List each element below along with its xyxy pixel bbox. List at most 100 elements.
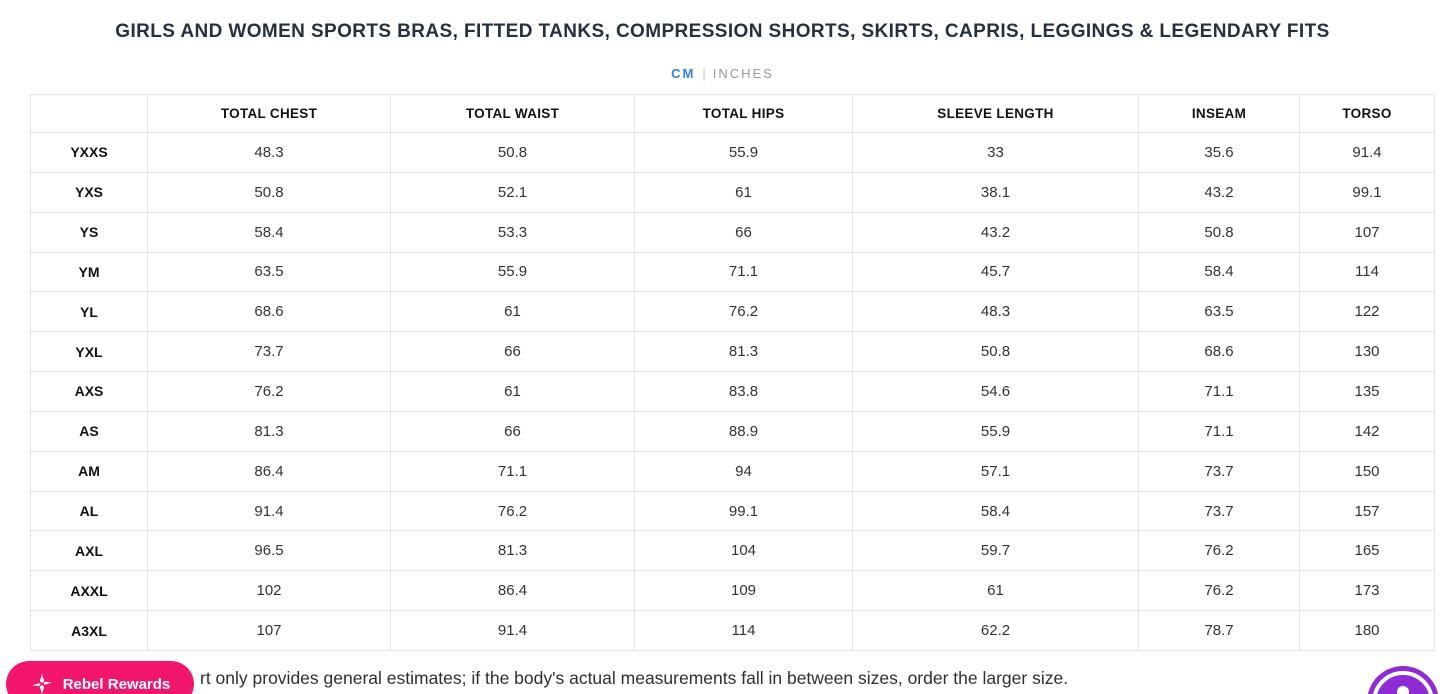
measurement-cell: 83.8 (634, 371, 853, 412)
measurement-cell: 150 (1299, 450, 1435, 492)
measurement-cell: 71.1 (390, 450, 635, 492)
measurement-cell: 54.6 (852, 371, 1139, 412)
measurement-cell: 73.7 (1138, 450, 1300, 492)
measurement-cell: 63.5 (147, 251, 391, 293)
table-row: AS 81.3 66 88.9 55.9 71.1 142 (30, 410, 1435, 452)
unit-cm-button[interactable]: CM (671, 66, 696, 81)
size-chart-note: rt only provides general estimates; if t… (200, 668, 1069, 688)
measurement-cell: 94 (634, 450, 853, 492)
measurement-cell: 57.1 (852, 450, 1139, 492)
measurement-cell: 91.4 (390, 610, 635, 651)
accessibility-widget-button[interactable] (1366, 665, 1440, 694)
unit-toggle: CM | INCHES (0, 66, 1445, 81)
measurement-cell: 99.1 (1299, 171, 1435, 213)
measurement-cell: 55.9 (852, 410, 1139, 452)
measurement-cell: 48.3 (147, 132, 391, 173)
measurement-cell: 86.4 (390, 570, 635, 612)
measurement-cell: 38.1 (852, 171, 1139, 213)
size-label-cell: AXL (30, 530, 148, 572)
size-label-cell: AXS (30, 371, 148, 412)
measurement-cell: 157 (1299, 490, 1435, 532)
measurement-cell: 58.4 (1138, 251, 1300, 293)
measurement-cell: 96.5 (147, 530, 391, 572)
measurement-cell: 68.6 (1138, 331, 1300, 373)
measurement-cell: 33 (852, 132, 1139, 173)
measurement-cell: 99.1 (634, 490, 853, 532)
size-label-cell: A3XL (30, 610, 148, 651)
measurement-cell: 43.2 (852, 211, 1139, 253)
measurement-cell: 76.2 (634, 291, 853, 333)
measurement-cell: 81.3 (147, 410, 391, 452)
size-label-cell: YXS (30, 171, 148, 213)
measurement-cell: 55.9 (634, 132, 853, 173)
measurement-cell: 71.1 (1138, 410, 1300, 452)
measurement-cell: 68.6 (147, 291, 391, 333)
measurement-cell: 76.2 (390, 490, 635, 532)
column-header (30, 94, 148, 133)
table-row: YXS 50.8 52.1 61 38.1 43.2 99.1 (30, 171, 1435, 213)
table-row: AXL 96.5 81.3 104 59.7 76.2 165 (30, 530, 1435, 572)
accessibility-person-icon (1367, 666, 1439, 694)
measurement-cell: 107 (1299, 211, 1435, 253)
measurement-cell: 114 (634, 610, 853, 651)
size-label-cell: YXXS (30, 132, 148, 173)
measurement-cell: 104 (634, 530, 853, 572)
measurement-cell: 66 (634, 211, 853, 253)
measurement-cell: 73.7 (147, 331, 391, 373)
unit-inches-button[interactable]: INCHES (712, 66, 774, 81)
measurement-cell: 76.2 (147, 371, 391, 412)
measurement-cell: 50.8 (147, 171, 391, 213)
measurement-cell: 122 (1299, 291, 1435, 333)
measurement-cell: 114 (1299, 251, 1435, 293)
size-label-cell: YS (30, 211, 148, 253)
measurement-cell: 180 (1299, 610, 1435, 651)
measurement-cell: 86.4 (147, 450, 391, 492)
measurement-cell: 91.4 (147, 490, 391, 532)
measurement-cell: 50.8 (390, 132, 635, 173)
table-header-row: TOTAL CHEST TOTAL WAIST TOTAL HIPS SLEEVE L… (30, 94, 1435, 133)
measurement-cell: 130 (1299, 331, 1435, 373)
size-label-cell: YM (30, 251, 148, 293)
unit-toggle-divider: | (702, 66, 706, 81)
size-label-cell: AS (30, 410, 148, 452)
measurement-cell: 43.2 (1138, 171, 1300, 213)
measurement-cell: 50.8 (1138, 211, 1300, 253)
column-header: TOTAL CHEST (147, 94, 391, 133)
measurement-cell: 76.2 (1138, 570, 1300, 612)
rebel-rewards-button[interactable]: Rebel Rewards (6, 661, 194, 694)
measurement-cell: 61 (390, 371, 635, 412)
column-header: TOTAL HIPS (634, 94, 853, 133)
measurement-cell: 88.9 (634, 410, 853, 452)
measurement-cell: 109 (634, 570, 853, 612)
measurement-cell: 63.5 (1138, 291, 1300, 333)
measurement-cell: 135 (1299, 371, 1435, 412)
table-row: YM 63.5 55.9 71.1 45.7 58.4 114 (30, 251, 1435, 293)
measurement-cell: 91.4 (1299, 132, 1435, 173)
measurement-cell: 73.7 (1138, 490, 1300, 532)
measurement-cell: 50.8 (852, 331, 1139, 373)
table-row: YS 58.4 53.3 66 43.2 50.8 107 (30, 211, 1435, 253)
table-row: YXL 73.7 66 81.3 50.8 68.6 130 (30, 331, 1435, 373)
measurement-cell: 173 (1299, 570, 1435, 612)
page-title: GIRLS AND WOMEN SPORTS BRAS, FITTED TANK… (115, 21, 1330, 42)
rebel-rewards-label: Rebel Rewards (62, 675, 171, 693)
size-label-cell: YL (30, 291, 148, 333)
size-label-cell: AL (30, 490, 148, 532)
table-row: YXXS 48.3 50.8 55.9 33 35.6 91.4 (30, 132, 1435, 173)
table-row: AXXL 102 86.4 109 61 76.2 173 (30, 570, 1435, 612)
measurement-cell: 102 (147, 570, 391, 612)
table-row: YL 68.6 61 76.2 48.3 63.5 122 (30, 291, 1435, 333)
column-header: SLEEVE LENGTH (852, 94, 1139, 133)
measurement-cell: 61 (634, 171, 853, 213)
measurement-cell: 58.4 (147, 211, 391, 253)
size-chart-table-container: TOTAL CHEST TOTAL WAIST TOTAL HIPS SLEEVE L… (30, 94, 1435, 651)
measurement-cell: 35.6 (1138, 132, 1300, 173)
measurement-cell: 61 (852, 570, 1139, 612)
measurement-cell: 78.7 (1138, 610, 1300, 651)
measurement-cell: 71.1 (634, 251, 853, 293)
measurement-cell: 66 (390, 410, 635, 452)
column-header: TORSO (1299, 94, 1435, 133)
measurement-cell: 61 (390, 291, 635, 333)
table-row: A3XL 107 91.4 114 62.2 78.7 180 (30, 610, 1435, 651)
